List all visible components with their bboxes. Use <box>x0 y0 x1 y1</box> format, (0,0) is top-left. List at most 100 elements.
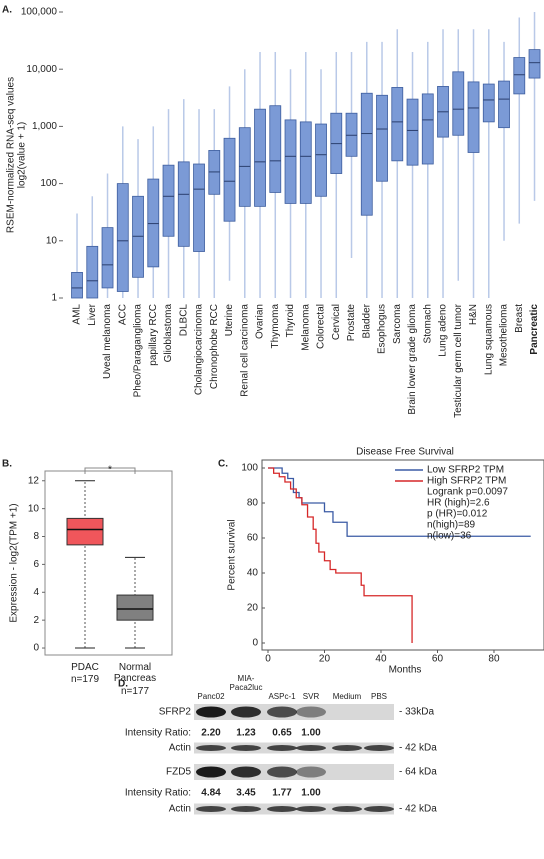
lane-label: Panc02 <box>197 692 225 701</box>
y-tick-label: 40 <box>247 568 259 579</box>
band <box>196 706 226 718</box>
x-tick-label: Melanoma <box>300 304 311 351</box>
x-tick-label: 0 <box>265 654 271 665</box>
band <box>231 766 261 778</box>
y-axis-label: Expression - log2(TPM +1) <box>9 503 20 622</box>
row-label: Intensity Ratio: <box>125 788 191 799</box>
box <box>86 245 99 299</box>
band <box>231 706 261 718</box>
intensity-ratio: 4.84 <box>201 788 221 799</box>
x-tick-label: H&N <box>468 304 479 325</box>
x-tick-label: Chronophobe RCC <box>209 304 220 389</box>
x-tick-label: Thyroid <box>285 304 296 337</box>
x-tick-label: 20 <box>319 654 331 665</box>
box <box>376 94 388 182</box>
panel-label: D. <box>118 679 128 690</box>
band <box>196 806 226 812</box>
box <box>452 71 465 136</box>
x-tick-label: 80 <box>488 654 500 665</box>
band <box>364 806 394 812</box>
lane-label: Medium <box>332 692 362 701</box>
band <box>267 706 297 718</box>
annotation: Logrank p=0.0097 <box>427 487 508 498</box>
y-axis-label: RSEM-normalized RNA-seq values <box>6 77 17 233</box>
lane-label: ASPc-1 <box>268 692 296 701</box>
x-tick-label: DLBCL <box>178 304 189 337</box>
band <box>267 766 297 778</box>
box <box>101 227 114 289</box>
x-tick-label: Testicular germ cell tumor <box>453 303 464 418</box>
intensity-ratio: 1.00 <box>301 788 321 799</box>
box <box>360 92 373 216</box>
box <box>513 57 526 95</box>
x-tick-label: Ovarian <box>255 304 266 339</box>
y-tick-label: 10 <box>28 503 40 514</box>
box <box>238 127 251 207</box>
x-tick-label: Sarcoma <box>392 304 403 344</box>
band <box>231 806 261 812</box>
x-tick-label: Cervical <box>331 304 342 340</box>
band <box>296 766 326 778</box>
band <box>296 706 326 718</box>
y-tick-label: 8 <box>33 531 39 542</box>
band <box>231 745 261 751</box>
band <box>296 745 326 751</box>
n-label: n=177 <box>120 686 150 697</box>
size-label: - 42 kDa <box>399 743 437 754</box>
band <box>364 745 394 751</box>
box <box>177 161 190 247</box>
annotation: n(low)=36 <box>427 531 472 542</box>
y-tick-label: 0 <box>33 643 39 654</box>
y-tick-label: 100 <box>40 178 57 189</box>
x-tick-label: Glioblastoma <box>163 304 174 363</box>
box <box>498 80 510 129</box>
x-tick-label: Brain lower grade glioma <box>407 304 418 415</box>
band <box>332 806 362 812</box>
intensity-ratio: 2.20 <box>201 728 221 739</box>
y-tick-label: 12 <box>28 475 40 486</box>
x-tick-label: Pancreatic <box>529 304 540 355</box>
row-label: Intensity Ratio: <box>125 728 191 739</box>
intensity-ratio: 1.77 <box>272 788 292 799</box>
row-label: SFRP2 <box>159 707 192 718</box>
n-label: n=179 <box>70 674 100 685</box>
x-tick-label: Uterine <box>224 304 235 337</box>
row-label: Actin <box>169 743 191 754</box>
x-tick-label: Colorectal <box>316 304 327 349</box>
y-tick-label: 2 <box>33 615 39 626</box>
box <box>193 163 205 252</box>
y-tick-label: 20 <box>247 603 259 614</box>
annotation: p (HR)=0.012 <box>427 509 488 520</box>
band <box>267 806 297 812</box>
y-tick-label: 0 <box>252 638 258 649</box>
box <box>299 121 312 204</box>
x-tick-label: AML <box>72 304 83 325</box>
box <box>132 195 144 278</box>
x-tick-label: Esophogus <box>377 304 388 354</box>
x-tick-label: Mesothelioma <box>499 304 510 367</box>
intensity-ratio: 1.23 <box>236 728 256 739</box>
y-tick-label: 10 <box>46 235 58 246</box>
y-tick-label: 1,000 <box>32 121 57 132</box>
row-label: Actin <box>169 804 191 815</box>
box <box>528 49 541 79</box>
box <box>467 81 480 153</box>
intensity-ratio: 0.65 <box>272 728 292 739</box>
panel-label: B. <box>2 459 12 470</box>
box <box>391 87 404 162</box>
box <box>254 108 266 207</box>
box <box>284 119 297 204</box>
x-tick-label: Liver <box>87 303 98 325</box>
intensity-ratio: 1.00 <box>301 728 321 739</box>
box <box>482 83 495 123</box>
size-label: - 42 kDa <box>399 804 437 815</box>
y-tick-label: 4 <box>33 587 39 598</box>
x-tick-label: Prostate <box>346 304 357 342</box>
y-axis-label: log2(value + 1) <box>17 122 28 188</box>
y-tick-label: 60 <box>247 533 259 544</box>
legend-label: High SFRP2 TPM <box>427 476 506 487</box>
annotation: n(high)=89 <box>427 520 476 531</box>
x-tick-label: Renal cell carcinoma <box>239 304 250 397</box>
